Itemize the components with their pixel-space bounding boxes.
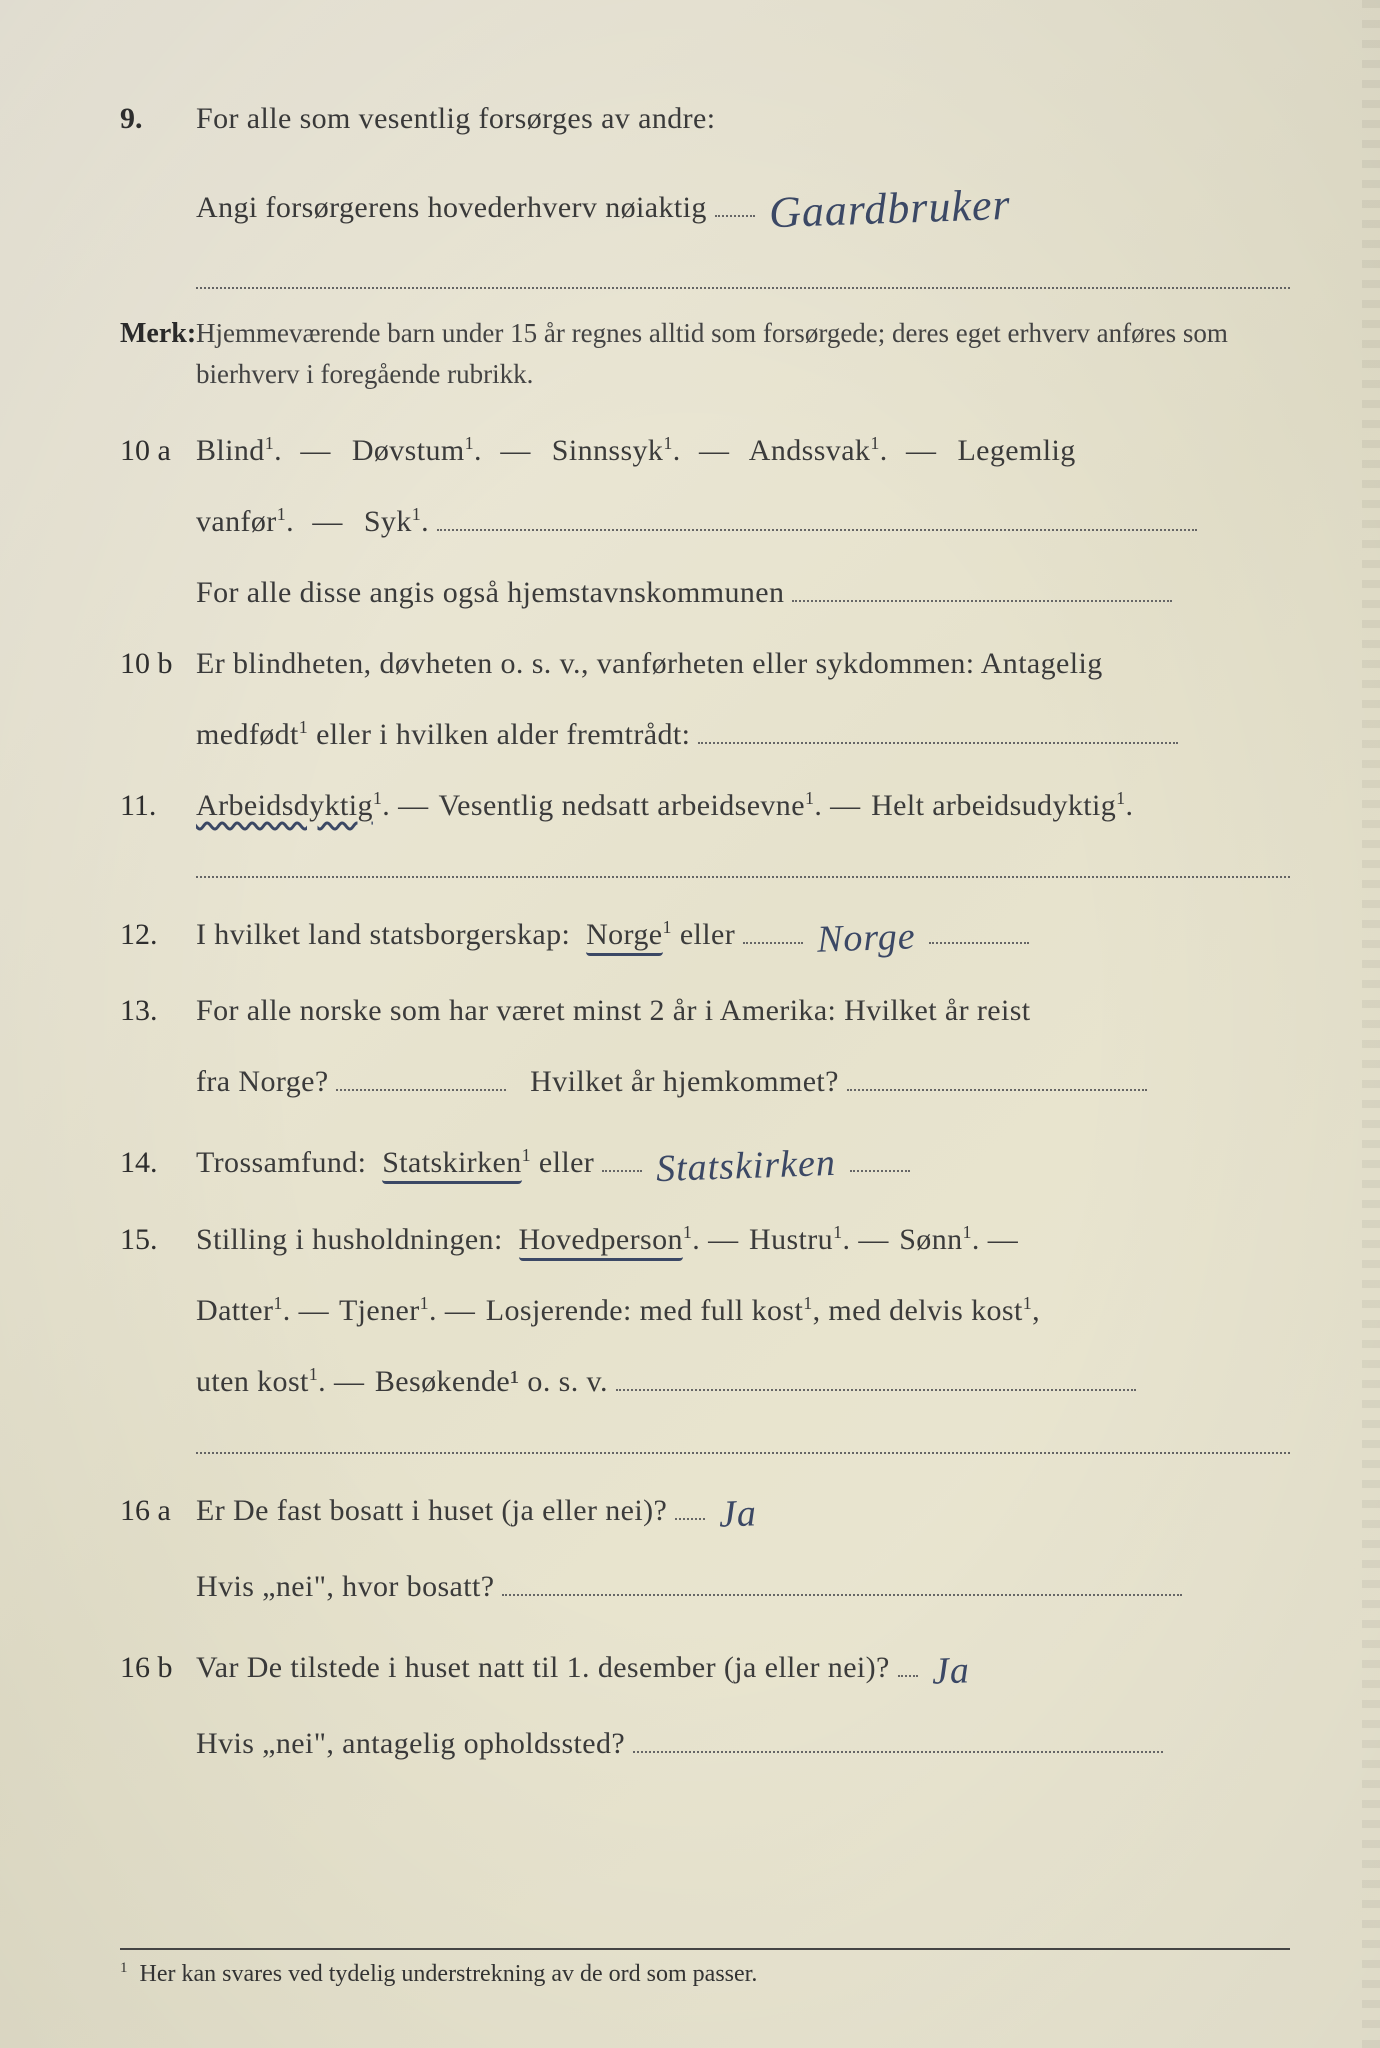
q16a-row2: Hvis „nei", hvor bosatt? [120, 1558, 1290, 1615]
q11-opt2: Vesentlig nedsatt arbeidsevne [438, 789, 805, 822]
q16b-blank[interactable] [633, 1721, 1163, 1753]
q11-continuation[interactable] [196, 848, 1290, 878]
q16a-question: Er De fast bosatt i huset (ja eller nei)… [196, 1494, 667, 1527]
q9-blank[interactable] [715, 185, 755, 217]
q10a-options: Blind1. — Døvstum1. — Sinnssyk1. — Andss… [196, 422, 1290, 479]
q16a-row: 16 a Er De fast bosatt i huset (ja eller… [120, 1472, 1290, 1544]
q16b-row2: Hvis „nei", antagelig opholdssted? [120, 1715, 1290, 1772]
q13-blank2[interactable] [847, 1059, 1147, 1091]
q9-handwritten: Gaardbruker [761, 163, 1017, 255]
q15-row2: Datter1. — Tjener1. — Losjerende: med fu… [120, 1282, 1290, 1339]
q13-row: 13. For alle norske som har været minst … [120, 982, 1290, 1039]
q14-handwritten: Statskirken [649, 1127, 843, 1206]
footnote: 1 Her kan svares ved tydelig understrekn… [120, 1948, 1290, 1988]
q9-row: 9. For alle som vesentlig forsørges av a… [120, 90, 1290, 147]
q10b-text: Er blindheten, døvheten o. s. v., vanfør… [196, 635, 1290, 692]
q10b-blank[interactable] [698, 712, 1178, 744]
q9-number: 9. [120, 90, 196, 147]
scan-edge-texture [1362, 0, 1380, 2048]
q9-line1: For alle som vesentlig forsørges av andr… [196, 90, 1290, 147]
q12-number: 12. [120, 906, 196, 963]
q10b-number: 10 b [120, 635, 196, 692]
q13-text1: For alle norske som har været minst 2 år… [196, 982, 1290, 1039]
q10a-number: 10 a [120, 422, 196, 479]
q9-line2: Angi forsørgerens hovederhverv nøiaktig … [196, 161, 1290, 245]
census-form-page: 9. For alle som vesentlig forsørges av a… [0, 0, 1380, 2048]
q10a-row: 10 a Blind1. — Døvstum1. — Sinnssyk1. — … [120, 422, 1290, 479]
q14-selected: Statskirken [382, 1146, 521, 1184]
q12-selected: Norge [586, 918, 662, 956]
footnote-text: Her kan svares ved tydelig understreknin… [140, 1961, 758, 1987]
q13-blank1[interactable] [336, 1059, 506, 1091]
q16b-answer: Ja [924, 1634, 976, 1708]
q14-row: 14. Trossamfund: Statskirken1 eller Stat… [120, 1124, 1290, 1196]
q15-row: 15. Stilling i husholdningen: Hovedperso… [120, 1211, 1290, 1268]
q15-blank[interactable] [616, 1359, 1136, 1391]
q15-row3: uten kost1. — Besøkende¹ o. s. v. [120, 1353, 1290, 1410]
q10a-blank[interactable] [437, 499, 1197, 531]
q11-selected: Arbeidsdyktig [196, 789, 373, 824]
q16b-row: 16 b Var De tilstede i huset natt til 1.… [120, 1629, 1290, 1701]
q12-eller: eller [680, 918, 735, 951]
q14-eller: eller [539, 1146, 594, 1179]
q11-number: 11. [120, 777, 196, 834]
q11-row: 11. Arbeidsdyktig1. — Vesentlig nedsatt … [120, 777, 1290, 834]
footnote-mark: 1 [120, 1960, 128, 1976]
q15-prefix: Stilling i husholdningen: [196, 1223, 503, 1256]
q13-number: 13. [120, 982, 196, 1039]
q14-label: Trossamfund: [196, 1146, 366, 1179]
q13-row2: fra Norge? Hvilket år hjemkommet? [120, 1053, 1290, 1110]
q9-continuation-line[interactable] [196, 259, 1290, 289]
q13-text2a: fra Norge? [196, 1065, 329, 1098]
q16a-line2: Hvis „nei", hvor bosatt? [196, 1570, 494, 1603]
q10a-line2: For alle disse angis også hjemstavnskomm… [196, 576, 784, 609]
q16a-number: 16 a [120, 1482, 196, 1539]
q15-continuation[interactable] [196, 1424, 1290, 1454]
q16b-question: Var De tilstede i huset natt til 1. dese… [196, 1651, 890, 1684]
q10a-row2: vanfør1. — Syk1. [120, 493, 1290, 550]
merk-text: Hjemmeværende barn under 15 år regnes al… [196, 313, 1290, 397]
q12-handwritten: Norge [810, 900, 923, 976]
q12-row: 12. I hvilket land statsborgerskap: Norg… [120, 896, 1290, 968]
q14-number: 14. [120, 1134, 196, 1191]
q12-prefix: I hvilket land statsborgerskap: [196, 918, 570, 951]
q10b-row2: medfødt1 eller i hvilken alder fremtrådt… [120, 706, 1290, 763]
q10a-row3: For alle disse angis også hjemstavnskomm… [120, 564, 1290, 621]
q15-number: 15. [120, 1211, 196, 1268]
q9-row2: Angi forsørgerens hovederhverv nøiaktig … [120, 161, 1290, 245]
merk-label: Merk: [120, 307, 196, 360]
q15-selected: Hovedperson [519, 1223, 683, 1261]
q11-opt3: Helt arbeidsudyktig [871, 789, 1116, 822]
q16a-answer: Ja [712, 1477, 764, 1551]
q16b-number: 16 b [120, 1639, 196, 1696]
q9-line2-prefix: Angi forsørgerens hovederhverv nøiaktig [196, 191, 707, 224]
q16a-blank[interactable] [502, 1564, 1182, 1596]
q10a-hjemstavn-blank[interactable] [792, 570, 1172, 602]
q13-text2b: Hvilket år hjemkommet? [530, 1065, 839, 1098]
q10b-row: 10 b Er blindheten, døvheten o. s. v., v… [120, 635, 1290, 692]
q16b-line2: Hvis „nei", antagelig opholdssted? [196, 1727, 625, 1760]
merk-row: Merk: Hjemmeværende barn under 15 år reg… [120, 307, 1290, 397]
